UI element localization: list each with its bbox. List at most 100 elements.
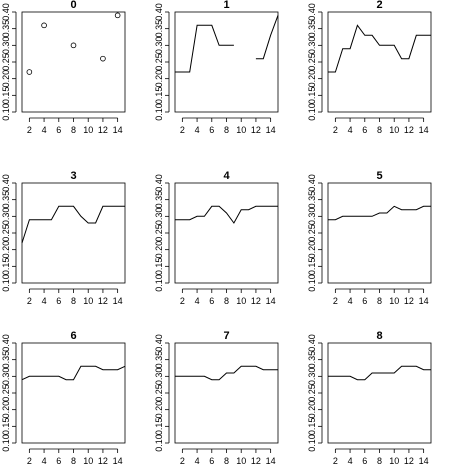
panel-0: 0 2 4 6 8 10 12 14 0.100.150.200.250.300.350.40	[1, 0, 126, 135]
y-tick-label: 0.20	[1, 241, 11, 259]
panel-title: 0	[70, 0, 76, 11]
y-tick-label: 0.40	[307, 174, 317, 192]
x-tick-label: 10	[236, 456, 246, 466]
panel-title: 4	[223, 170, 230, 182]
series-line	[175, 15, 279, 73]
panel-5: 5 2 4 6 8 10 12 14 0.100.150.200.250.300.350.40	[307, 170, 432, 306]
y-tick-label: 0.15	[307, 418, 317, 436]
series-line	[328, 24, 431, 73]
y-tick-label: 0.40	[307, 334, 317, 352]
x-tick-label: 2	[333, 456, 338, 466]
x-tick-label: 2	[333, 125, 338, 135]
x-tick-label: 2	[27, 296, 32, 306]
series-line	[21, 365, 126, 381]
x-tick-label: 10	[83, 296, 93, 306]
panel-6: 62 4 6 8 10 12 140.100.150.200.250.300.350.40	[1, 330, 126, 466]
x-tick-label: 2	[27, 125, 32, 135]
plot-frame	[21, 342, 126, 444]
x-tick-label: 8	[377, 296, 382, 306]
x-tick-label: 8	[224, 296, 229, 306]
x-tick-label: 8	[224, 125, 229, 135]
plot-frame	[174, 182, 279, 284]
panel-title: 2	[376, 0, 382, 11]
series-line	[328, 205, 431, 221]
panel-3: 3 2 4 6 8 10 12 14 0.100.150.200.250.300.350.40	[1, 170, 126, 306]
y-tick-label: 0.35	[1, 351, 11, 369]
y-tick-label: 0.40	[154, 334, 164, 352]
y-tick-label: 0.40	[154, 174, 164, 192]
plot-frame	[21, 11, 126, 113]
x-tick-label: 4	[42, 456, 47, 466]
x-tick-label: 2	[333, 296, 338, 306]
y-tick-label: 0.20	[307, 241, 317, 259]
x-tick-label: 4	[195, 296, 200, 306]
x-tick-label: 6	[56, 125, 61, 135]
y-tick-label: 0.35	[154, 20, 164, 38]
y-tick-label: 0.40	[154, 3, 164, 21]
x-tick-label: 6	[209, 125, 214, 135]
data-point	[70, 42, 77, 49]
y-tick-label: 0.30	[307, 208, 317, 226]
y-tick-label: 0.20	[154, 241, 164, 259]
x-tick-label: 14	[113, 296, 123, 306]
y-tick-label: 0.40	[1, 3, 11, 21]
y-tick-label: 0.25	[1, 224, 11, 242]
x-tick-label: 10	[83, 456, 93, 466]
panel-7: 7 2 4 6 8 10 12 14 0.100.150.200.250.300.350.40	[154, 330, 279, 466]
y-tick-label: 0.20	[1, 401, 11, 419]
y-tick-label: 0.30	[154, 208, 164, 226]
x-tick-label: 2	[180, 296, 185, 306]
panel-title: 7	[223, 330, 229, 342]
plot-frame	[327, 11, 432, 113]
y-tick-label: 0.35	[307, 20, 317, 38]
x-tick-label: 8	[224, 456, 229, 466]
x-tick-label: 10	[389, 296, 399, 306]
panel-title: 6	[70, 330, 76, 342]
y-tick-label: 0.20	[307, 70, 317, 88]
series-line	[175, 365, 278, 381]
y-tick-label: 0.15	[1, 418, 11, 436]
x-tick-label: 12	[404, 456, 414, 466]
x-tick-label: 12	[98, 125, 108, 135]
data-point	[41, 22, 47, 29]
y-tick-label: 0.10	[1, 434, 11, 452]
y-tick-label: 0.30	[154, 37, 164, 55]
x-tick-label: 12	[98, 296, 108, 306]
y-tick-label: 0.10	[307, 274, 317, 292]
x-tick-label: 12	[404, 125, 414, 135]
y-tick-label: 0.35	[154, 191, 164, 209]
x-tick-label: 10	[83, 125, 93, 135]
x-tick-label: 4	[42, 125, 47, 135]
y-tick-label: 0.40	[1, 174, 11, 192]
x-tick-label: 4	[195, 125, 200, 135]
y-tick-label: 0.30	[307, 37, 317, 55]
x-tick-label: 2	[180, 456, 185, 466]
series-line	[328, 365, 431, 381]
y-tick-label: 0.10	[1, 274, 11, 292]
y-tick-label: 0.35	[1, 20, 11, 38]
x-tick-label: 14	[266, 456, 276, 466]
data-point	[100, 55, 106, 62]
x-tick-label: 12	[251, 125, 261, 135]
x-tick-label: 14	[113, 125, 123, 135]
y-tick-label: 0.10	[1, 103, 11, 121]
y-tick-label: 0.10	[307, 103, 317, 121]
plot-frame	[21, 182, 126, 284]
data-point	[114, 12, 121, 19]
y-tick-label: 0.20	[154, 70, 164, 88]
x-tick-label: 6	[56, 296, 61, 306]
series-line	[175, 205, 278, 224]
plot-frame	[327, 342, 432, 444]
x-tick-label: 12	[404, 296, 414, 306]
y-tick-label: 0.15	[307, 258, 317, 276]
y-tick-label: 0.25	[307, 224, 317, 242]
y-tick-label: 0.10	[307, 434, 317, 452]
x-tick-label: 14	[113, 456, 123, 466]
x-tick-label: 12	[251, 296, 261, 306]
y-tick-label: 0.40	[1, 334, 11, 352]
x-tick-label: 6	[209, 456, 214, 466]
x-tick-label: 8	[377, 125, 382, 135]
x-tick-label: 4	[348, 456, 353, 466]
y-tick-label: 0.15	[154, 258, 164, 276]
x-tick-label: 4	[195, 456, 200, 466]
